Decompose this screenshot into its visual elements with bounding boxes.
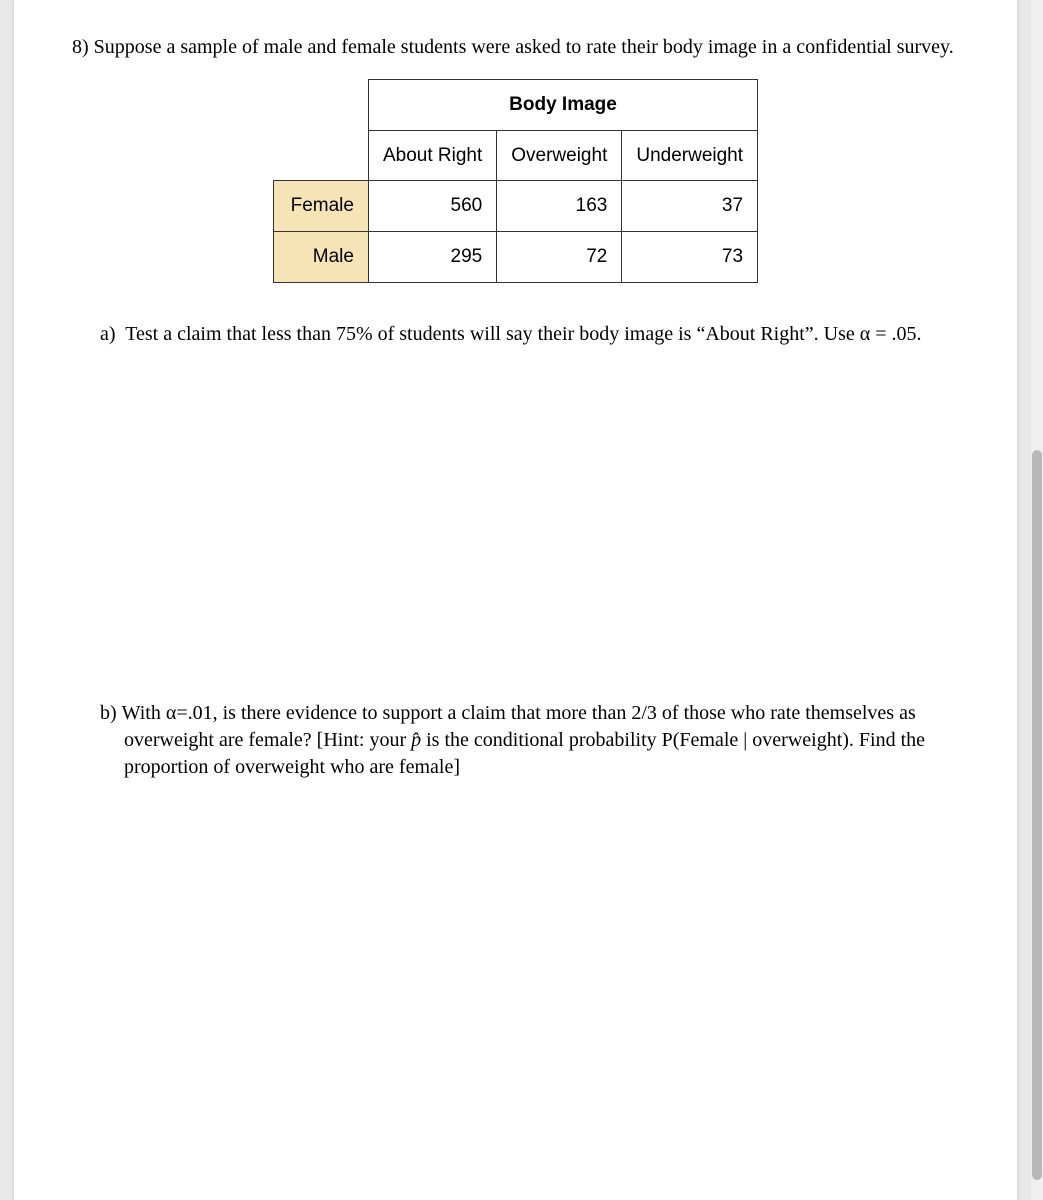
- part-b: b) With α=.01, is there evidence to supp…: [100, 700, 959, 781]
- question-8: 8) Suppose a sample of male and female s…: [72, 34, 959, 781]
- col-underweight: Underweight: [622, 130, 758, 181]
- table-header-row: About Right Overweight Underweight: [273, 130, 757, 181]
- cell: 163: [497, 181, 622, 232]
- col-about-right: About Right: [368, 130, 496, 181]
- part-a: a) Test a claim that less than 75% of st…: [100, 321, 959, 348]
- table-container: Body Image About Right Overweight Underw…: [72, 79, 959, 283]
- table-super-header: Body Image: [368, 80, 757, 131]
- part-b-label: b): [100, 702, 117, 724]
- cell: 37: [622, 181, 758, 232]
- table-super-row: Body Image: [273, 80, 757, 131]
- row-label-male: Male: [273, 231, 368, 282]
- question-intro: 8) Suppose a sample of male and female s…: [72, 34, 959, 61]
- part-a-text: Test a claim that less than 75% of stude…: [125, 323, 921, 345]
- document-page: 8) Suppose a sample of male and female s…: [14, 0, 1017, 1200]
- p-hat-symbol: p̂: [411, 729, 421, 751]
- table-row: Male 295 72 73: [273, 231, 757, 282]
- part-a-label: a): [100, 323, 116, 345]
- viewport: 8) Suppose a sample of male and female s…: [0, 0, 1043, 1200]
- row-label-female: Female: [273, 181, 368, 232]
- body-image-table: Body Image About Right Overweight Underw…: [273, 79, 758, 283]
- question-number: 8): [72, 36, 89, 58]
- table-corner-blank: [273, 80, 368, 131]
- question-intro-text: Suppose a sample of male and female stud…: [94, 36, 954, 58]
- table-row: Female 560 163 37: [273, 181, 757, 232]
- col-overweight: Overweight: [497, 130, 622, 181]
- cell: 295: [368, 231, 496, 282]
- cell: 73: [622, 231, 758, 282]
- cell: 560: [368, 181, 496, 232]
- cell: 72: [497, 231, 622, 282]
- scrollbar-track[interactable]: [1031, 0, 1043, 1200]
- table-corner-blank: [273, 130, 368, 181]
- scrollbar-thumb[interactable]: [1032, 450, 1042, 1180]
